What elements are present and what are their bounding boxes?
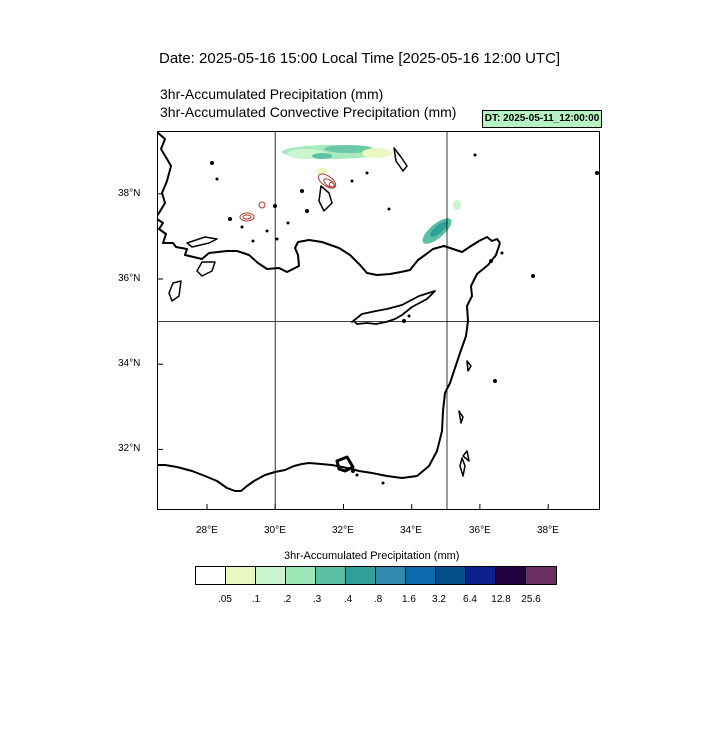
- colorbar-box: [256, 567, 286, 584]
- colorbar-label: .1: [251, 594, 261, 605]
- colorbar-box: [346, 567, 376, 584]
- colorbar-box: [316, 567, 346, 584]
- colorbar-label: 3.2: [432, 594, 446, 605]
- colorbar-box: [436, 567, 466, 584]
- lon-label-38: 38°E: [537, 525, 559, 536]
- colorbar-label: 25.6: [521, 594, 541, 605]
- lat-label-38: 38°N: [118, 188, 141, 199]
- lat-label-36: 36°N: [118, 273, 141, 284]
- convective-precip-subtitle: 3hr-Accumulated Convective Precipitation…: [160, 104, 457, 120]
- colorbar-label: 12.8: [491, 594, 511, 605]
- island-dots: [210, 153, 599, 485]
- colorbar-box: [526, 567, 556, 584]
- colorbar-box: [196, 567, 226, 584]
- colorbar-box: [376, 567, 406, 584]
- date-title: Date: 2025-05-16 15:00 Local Time [2025-…: [159, 50, 561, 67]
- lat-label-34: 34°N: [118, 358, 141, 369]
- map-frame: [157, 131, 600, 510]
- colorbar-label: .05: [218, 594, 232, 605]
- lon-label-30: 30°E: [264, 525, 286, 536]
- convective-contours: [239, 173, 337, 222]
- colorbar-label: .3: [312, 594, 322, 605]
- colorbar-box: [466, 567, 496, 584]
- colorbar-box: [496, 567, 526, 584]
- coastlines: [157, 131, 501, 492]
- lon-label-34: 34°E: [400, 525, 422, 536]
- precip-shading: [282, 145, 461, 244]
- lon-label-32: 32°E: [332, 525, 354, 536]
- lon-label-28: 28°E: [196, 525, 218, 536]
- colorbar-box: [226, 567, 256, 584]
- colorbar: [195, 566, 557, 585]
- colorbar-box: [406, 567, 436, 584]
- colorbar-label: .4: [343, 594, 353, 605]
- map-panel: [157, 131, 600, 510]
- dt-badge: DT: 2025-05-11_12:00:00: [482, 110, 602, 128]
- lat-label-32: 32°N: [118, 443, 141, 454]
- tick-marks: [157, 193, 549, 510]
- colorbar-label: .2: [282, 594, 292, 605]
- colorbar-label: 1.6: [402, 594, 416, 605]
- precip-subtitle: 3hr-Accumulated Precipitation (mm): [160, 86, 384, 102]
- lon-label-36: 36°E: [469, 525, 491, 536]
- grid-lines: [157, 131, 600, 510]
- colorbar-title: 3hr-Accumulated Precipitation (mm): [284, 550, 460, 562]
- colorbar-box: [286, 567, 316, 584]
- colorbar-label: .8: [373, 594, 383, 605]
- map-svg: [157, 131, 600, 510]
- colorbar-label: 6.4: [463, 594, 477, 605]
